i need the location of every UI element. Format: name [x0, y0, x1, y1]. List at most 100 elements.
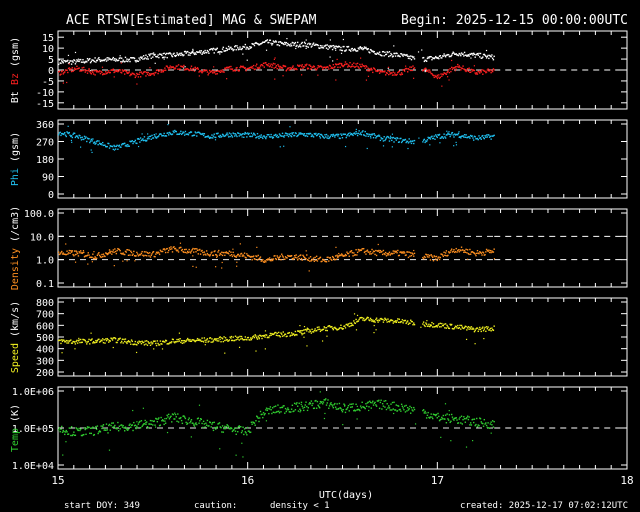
data-point	[298, 65, 300, 67]
data-point	[190, 52, 192, 55]
outlier-point	[90, 149, 92, 151]
data-point	[259, 334, 262, 337]
data-point	[268, 259, 270, 261]
data-point	[136, 344, 138, 346]
data-point	[481, 327, 483, 330]
data-point	[82, 251, 84, 254]
data-point	[262, 62, 265, 65]
data-point	[64, 71, 66, 73]
data-point	[118, 248, 121, 251]
data-point	[196, 339, 198, 342]
data-point	[205, 254, 207, 256]
data-point	[243, 428, 246, 430]
data-point	[324, 260, 326, 263]
data-point	[162, 134, 165, 137]
data-point	[428, 71, 430, 73]
data-point	[83, 61, 85, 63]
data-point	[409, 57, 411, 60]
data-point	[219, 336, 221, 338]
data-point	[252, 421, 254, 423]
data-point	[237, 336, 240, 338]
data-point	[485, 330, 487, 333]
data-point	[386, 51, 388, 53]
data-point	[141, 340, 143, 343]
data-point	[110, 424, 112, 427]
data-point	[224, 50, 226, 52]
data-point	[393, 141, 395, 143]
data-point	[177, 249, 179, 251]
data-point	[459, 324, 461, 327]
data-point	[438, 415, 440, 418]
data-point	[278, 335, 281, 337]
data-point	[62, 429, 64, 432]
data-point	[152, 424, 154, 426]
data-point	[85, 433, 87, 435]
data-point	[438, 74, 440, 76]
outlier-point	[68, 63, 70, 65]
data-point	[281, 335, 284, 337]
series-Bt	[58, 37, 495, 73]
data-point	[436, 326, 438, 328]
data-point	[229, 47, 231, 49]
y-tick-label: 0.1	[36, 279, 54, 290]
data-point	[219, 51, 221, 53]
data-point	[492, 59, 495, 61]
data-point	[463, 327, 465, 330]
data-point	[408, 322, 410, 324]
outlier-point	[329, 56, 331, 58]
data-point	[278, 44, 281, 47]
data-point	[149, 74, 152, 76]
data-point	[360, 249, 363, 251]
data-point	[227, 252, 230, 255]
data-point	[158, 424, 161, 427]
data-point	[309, 65, 312, 68]
data-point	[171, 341, 173, 343]
data-point	[338, 327, 341, 329]
data-point	[356, 321, 358, 323]
data-point	[377, 400, 379, 402]
data-point	[165, 65, 168, 67]
data-point	[125, 70, 127, 72]
data-point	[279, 336, 281, 338]
data-point	[221, 254, 224, 257]
data-point	[120, 72, 123, 74]
data-point	[278, 331, 280, 334]
data-point	[357, 132, 360, 135]
data-point	[114, 424, 116, 427]
data-point	[80, 61, 83, 63]
data-point	[318, 47, 320, 49]
data-point	[236, 135, 238, 138]
data-point	[410, 140, 412, 142]
outlier-point	[226, 78, 228, 80]
data-point	[333, 66, 335, 69]
data-point	[226, 66, 228, 68]
data-point	[424, 256, 426, 259]
data-point	[307, 46, 310, 48]
data-point	[132, 253, 134, 255]
data-point	[70, 342, 73, 344]
data-point	[376, 70, 379, 73]
data-point	[440, 57, 442, 59]
data-point	[262, 137, 264, 140]
data-point	[472, 327, 474, 329]
data-point	[147, 71, 149, 74]
data-point	[145, 140, 147, 142]
data-point	[433, 135, 435, 137]
data-point	[466, 252, 468, 254]
data-point	[131, 72, 133, 74]
data-point	[379, 249, 382, 252]
data-point	[485, 136, 487, 138]
data-point	[200, 340, 203, 343]
data-point	[268, 134, 270, 136]
data-point	[353, 409, 356, 411]
data-point	[231, 68, 234, 70]
data-point	[413, 322, 415, 324]
data-point	[364, 250, 366, 253]
outlier-point	[448, 409, 450, 412]
data-point	[403, 320, 405, 322]
data-point	[127, 72, 130, 74]
data-point	[340, 134, 343, 137]
data-point	[397, 405, 400, 407]
data-point	[303, 332, 306, 334]
data-point	[227, 252, 229, 254]
